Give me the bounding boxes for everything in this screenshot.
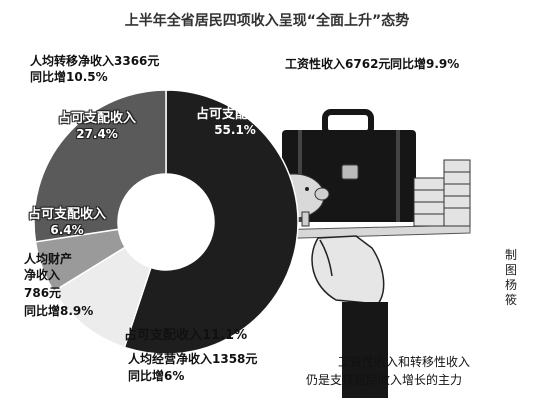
briefcase-clasp [341, 164, 359, 180]
donut-ring [33, 89, 299, 355]
credit-text: 制图杨筱 [505, 248, 518, 307]
business-share-label: 占可支配收入11.1% [124, 328, 247, 343]
sleeve [342, 302, 388, 398]
wage-income-value: 6762元 [345, 57, 391, 71]
chart-title: 上半年全省居民四项收入呈现“全面上升”态势 [124, 13, 410, 29]
wage-income-growth: 同比增9.9% [390, 57, 460, 71]
coin-stack-icon [443, 159, 471, 227]
property-share-value: 6.4% [50, 223, 84, 237]
property-share-title: 占可支配收入 [28, 207, 107, 222]
business-income-amount: 人均经营净收入1358元 [128, 352, 258, 366]
business-share-value: 11.1% [202, 328, 248, 343]
piggy-snout [314, 187, 330, 201]
transfer-income-growth: 同比增10.5% [30, 70, 108, 84]
business-share-title: 占可支配收入 [124, 328, 203, 343]
wage-share-title: 占可支配收入 [196, 107, 275, 122]
caption-line1: 工资性收入和转移性收入 [338, 355, 471, 369]
slice-wage [123, 89, 299, 355]
wage-share-value: 55.1% [214, 123, 256, 137]
property-income-line2: 净收入 [24, 268, 61, 282]
wage-income-name: 工资性收入 [285, 57, 346, 71]
piggy-eye [305, 187, 309, 191]
property-income-growth: 同比增8.9% [24, 304, 94, 318]
transfer-share-label: 占可支配收入 27.4% [58, 111, 136, 142]
property-income-amount: 786元 [24, 286, 62, 300]
wage-income-amount: 工资性收入6762元 [285, 57, 390, 72]
business-income-growth: 同比增6% [128, 369, 185, 383]
transfer-share-title: 占可支配收入 [58, 111, 137, 126]
slice-transfer [33, 89, 167, 243]
thumb [319, 239, 333, 277]
property-share-label: 占可支配收入 6.4% [28, 207, 106, 238]
briefcase-handle [322, 109, 374, 137]
briefcase-strap-right [396, 130, 400, 222]
wage-share-label: 占可支配收入 55.1% [196, 107, 274, 138]
piggy-leg [301, 211, 310, 227]
property-income-line1: 人均财产 [24, 252, 73, 266]
transfer-share-value: 27.4% [76, 127, 118, 141]
transfer-income-amount: 人均转移净收入3366元 [30, 54, 160, 68]
caption-line2: 仍是支撑居民收入增长的主力 [306, 373, 463, 387]
